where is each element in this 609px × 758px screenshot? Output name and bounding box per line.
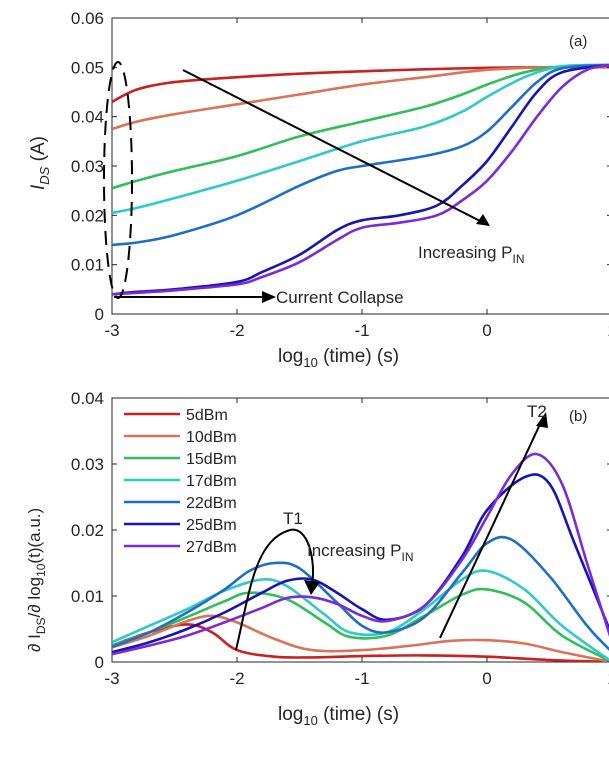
panel-b-chart: -3 -2 -1 0 1 0 0.01 0.02 0.03 0.04 (b) 5dBm 10dBm 1… — [25, 389, 609, 728]
panel-b-series-line-7 — [112, 452, 609, 656]
t2-arrow — [439, 419, 543, 639]
panel-b-ytick-label: 0.03 — [71, 455, 104, 474]
panel-a-label: (a) — [569, 33, 587, 50]
panel-a-series-line-3 — [112, 63, 609, 190]
increasing-arrow-a-head — [476, 214, 490, 226]
legend-label-27dBm: 27dBm — [186, 539, 237, 556]
panel-a-xtick-label: 0 — [482, 321, 491, 340]
t1-curve-arrow — [235, 528, 314, 651]
panel-a-ytick-label: 0 — [95, 305, 104, 324]
panel-b-ylabel: ∂ IDS/∂ log10(t)(a.u.) — [25, 508, 48, 652]
panel-a-xlabel: log10 (time) (s) — [278, 346, 399, 370]
legend-label-22dBm: 22dBm — [186, 495, 237, 512]
panel-b-series-line-6 — [112, 473, 609, 654]
legend-label-25dBm: 25dBm — [186, 517, 237, 534]
panel-a-series-line-7 — [112, 64, 609, 296]
legend-label-15dBm: 15dBm — [186, 451, 237, 468]
panel-b-xtick-label: 1 — [607, 669, 609, 688]
panel-a-xtick-label: -3 — [104, 321, 119, 340]
panel-a-series-line-2 — [112, 65, 609, 131]
panel-a-xtick-label: -2 — [229, 321, 244, 340]
panel-a-chart: -3 -2 -1 0 1 0 0.01 0.02 0.03 0.04 0.05 0.06 (a) In… — [28, 9, 609, 370]
panel-b-xtick-label: -1 — [354, 669, 369, 688]
panel-a-series-line-4 — [112, 63, 609, 215]
panel-b-series-line-3 — [112, 587, 609, 662]
t2-label: T2 — [527, 402, 547, 421]
t1-arrow-head — [304, 580, 320, 595]
panel-b-label: (b) — [569, 408, 587, 425]
panel-a-series-line-6 — [112, 63, 609, 296]
panel-a-ytick-label: 0.03 — [71, 157, 104, 176]
panel-b-xlabel: log10 (time) (s) — [278, 704, 399, 728]
legend-label-5dBm: 5dBm — [186, 407, 228, 424]
panel-a-ytick-label: 0.02 — [71, 206, 104, 225]
collapse-label: Current Collapse — [276, 288, 404, 307]
panel-b-ytick-label: 0 — [95, 653, 104, 672]
legend-label-10dBm: 10dBm — [186, 429, 237, 446]
panel-b-series-line-2 — [112, 614, 609, 662]
legend: 5dBm 10dBm 15dBm 17dBm 22dBm 25dBm 27dBm — [124, 407, 237, 556]
panel-a-ytick-label: 0.04 — [71, 108, 104, 127]
panel-a-xtick-label: 1 — [607, 321, 609, 340]
legend-label-17dBm: 17dBm — [186, 473, 237, 490]
panel-a-ytick-label: 0.05 — [71, 58, 104, 77]
panel-b-series-line-1 — [112, 623, 609, 662]
t1-label: T1 — [283, 509, 303, 528]
t2-arrow-head — [536, 412, 548, 428]
panel-a-series-line-5 — [112, 63, 609, 247]
panel-b-xtick-label: -2 — [229, 669, 244, 688]
panel-b-ytick-label: 0.01 — [71, 587, 104, 606]
panel-b-xtick-label: 0 — [482, 669, 491, 688]
panel-a-ytick-label: 0.01 — [71, 256, 104, 275]
panel-b-ytick-label: 0.02 — [71, 521, 104, 540]
increasing-label-b: Increasing PIN — [307, 541, 414, 564]
panel-b-ytick-label: 0.04 — [71, 389, 104, 408]
increasing-label-a: Increasing PIN — [418, 243, 525, 266]
panel-b-series-line-5 — [112, 535, 609, 651]
increasing-arrow-a — [182, 69, 489, 226]
panel-b-series-line-4 — [112, 569, 609, 662]
panel-a-ylabel: IDS (A) — [28, 136, 52, 190]
panel-a-xtick-label: -1 — [354, 321, 369, 340]
collapse-arrow-head — [262, 291, 276, 303]
panel-b-xtick-label: -3 — [104, 669, 119, 688]
panel-a-ytick-label: 0.06 — [71, 9, 104, 28]
